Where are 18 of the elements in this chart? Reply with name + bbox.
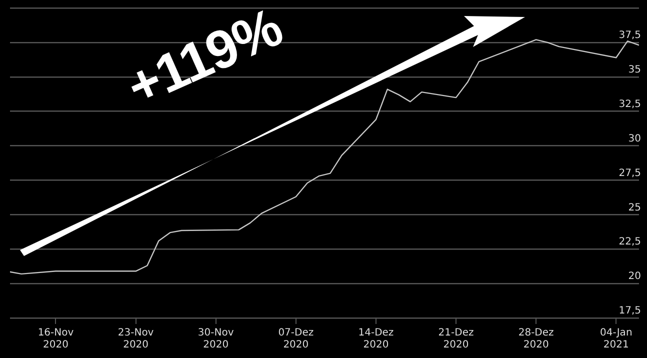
x-tick-label: 07-Dez 2020 xyxy=(278,328,314,351)
x-tick-label: 23-Nov 2020 xyxy=(118,328,154,351)
y-tick-label: 17,5 xyxy=(618,306,641,317)
x-tick-label: 14-Dez 2020 xyxy=(358,328,394,351)
annotation: +119% xyxy=(118,0,291,119)
y-tick-label: 27,5 xyxy=(618,168,641,179)
y-tick-label: 22,5 xyxy=(618,236,641,248)
x-tick-label: 28-Dez 2020 xyxy=(518,328,554,351)
y-tick-label: 32,5 xyxy=(618,98,641,110)
y-tick-label: 35 xyxy=(628,64,641,76)
y-tick-label: 25 xyxy=(628,202,641,214)
x-tick-label: 16-Nov 2020 xyxy=(38,328,74,351)
y-tick-label: 30 xyxy=(628,133,641,144)
y-tick-label: 20 xyxy=(628,271,641,282)
y-tick-label: 37,5 xyxy=(618,30,641,42)
x-tick-label: 04-Jan 2021 xyxy=(600,328,632,351)
x-tick-label: 21-Dez 2020 xyxy=(438,328,474,351)
x-tick-label: 30-Nov 2020 xyxy=(198,328,234,351)
